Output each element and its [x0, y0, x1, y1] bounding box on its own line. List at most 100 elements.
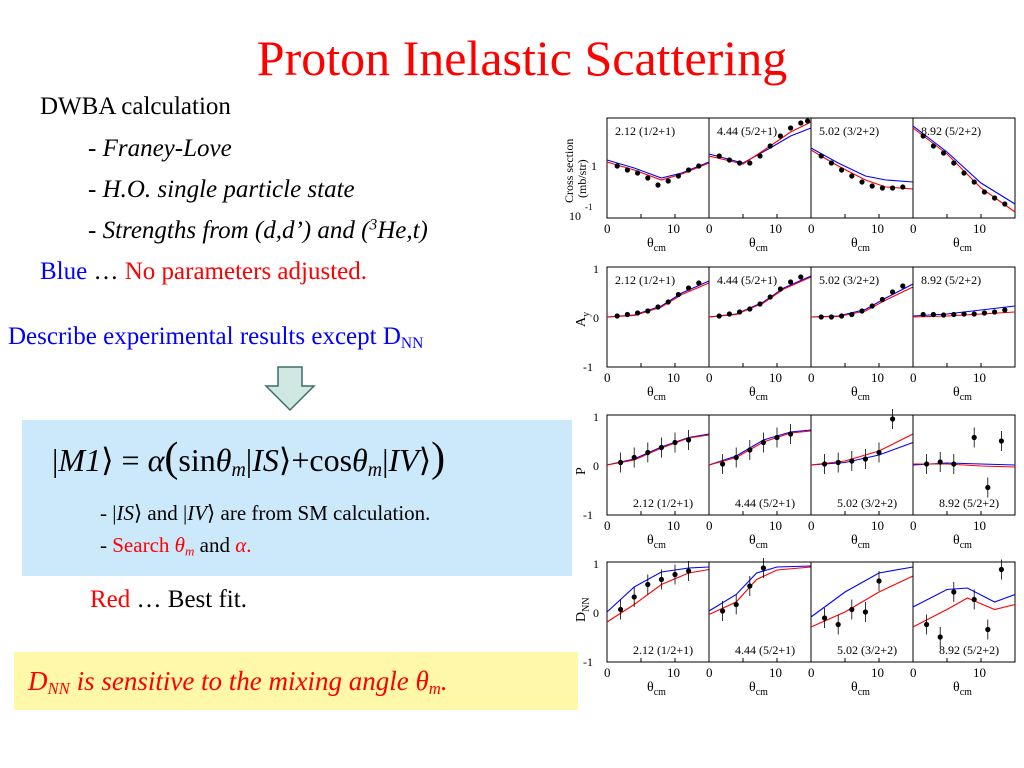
- data-point: [818, 153, 824, 159]
- x-tick-label-0: 0: [706, 665, 713, 680]
- red-curve: [708, 566, 812, 615]
- data-point: [655, 182, 661, 188]
- panel-label: 4.44 (5/2+1): [735, 643, 795, 657]
- y-tick-label: -1: [585, 202, 593, 212]
- data-point: [890, 289, 896, 295]
- x-axis-label: θcm: [953, 385, 972, 403]
- data-point: [985, 484, 991, 491]
- equation-note-2: - Search θm and α.: [100, 532, 251, 564]
- data-point: [696, 280, 702, 286]
- data-point: [951, 311, 957, 318]
- x-axis-label: θcm: [953, 680, 972, 698]
- x-tick-label-0: 0: [604, 665, 611, 680]
- data-point: [672, 571, 678, 578]
- data-point: [961, 311, 967, 317]
- paren-close: ): [431, 435, 446, 481]
- y-tick-label: 1: [593, 410, 599, 424]
- data-point: [862, 456, 868, 462]
- y-tick-label: 1: [593, 557, 599, 571]
- x-axis-label: θcm: [647, 236, 666, 254]
- data-point: [696, 163, 702, 169]
- panel-label: 4.44 (5/2+1): [717, 124, 777, 138]
- x-tick-label-10: 10: [973, 665, 986, 680]
- data-point: [998, 438, 1004, 444]
- data-point: [1002, 307, 1008, 313]
- red-rest: Best fit.: [167, 586, 247, 613]
- data-point: [818, 314, 824, 320]
- note2-theta: θ: [174, 533, 185, 557]
- data-point: [716, 313, 722, 319]
- eq-equals: =: [121, 442, 140, 478]
- data-point: [614, 163, 620, 169]
- data-point: [876, 449, 882, 456]
- data-point: [869, 303, 875, 309]
- ket-is-bar: |: [245, 442, 253, 478]
- x-tick-label-0: 0: [910, 221, 917, 236]
- data-point: [747, 306, 753, 312]
- y-axis-label: Ay: [574, 312, 592, 327]
- data-point: [798, 274, 804, 280]
- data-point: [985, 626, 991, 633]
- panel-label: 2.12 (1/2+1): [633, 643, 693, 657]
- bullet-ho-state: - H.O. single particle state: [88, 176, 355, 203]
- data-point: [971, 434, 977, 441]
- x-tick-label-10: 10: [973, 518, 986, 533]
- panel-label: 4.44 (5/2+1): [717, 273, 777, 287]
- y-tick-label: 1: [591, 159, 597, 173]
- data-point: [859, 179, 865, 185]
- y-tick-label: 0: [593, 311, 599, 325]
- panel-label: 5.02 (3/2+2): [837, 496, 897, 510]
- x-tick-label-10: 10: [871, 518, 884, 533]
- eq-cos: cos: [309, 442, 353, 478]
- x-axis-label: θcm: [851, 533, 870, 551]
- data-point: [737, 309, 743, 315]
- panel-label: 2.12 (1/2+1): [633, 496, 693, 510]
- data-point: [920, 133, 926, 139]
- note1-dash: -: [100, 501, 107, 525]
- panel-label: 8.92 (5/2+2): [921, 124, 981, 138]
- bullet-strengths: - Strengths from (d,d’) and (3He,t): [88, 216, 428, 246]
- ket-iv-close: ⟩: [418, 442, 432, 478]
- data-point: [675, 291, 681, 298]
- plot-grid: 2.12 (1/2+1) 0 10 θcm 4.44 (5/2+1) 0 10 θcm 5.02…: [555, 110, 1024, 710]
- note1-iv-bar: |: [183, 501, 188, 525]
- note2-search: Search: [112, 533, 170, 557]
- x-axis-label: θcm: [749, 680, 768, 698]
- data-point: [665, 299, 671, 305]
- blue-rest: No parameters adjusted.: [124, 258, 367, 285]
- y-axis-label: DNN: [574, 597, 592, 622]
- data-point: [971, 596, 977, 603]
- red-word: Red: [90, 586, 131, 613]
- x-axis-label: θcm: [749, 385, 768, 403]
- data-point: [747, 447, 753, 453]
- note1-iv: IV: [187, 501, 208, 525]
- data-point: [998, 566, 1004, 573]
- panel-frame: [912, 117, 1016, 219]
- data-point: [726, 157, 732, 163]
- data-point: [839, 313, 845, 319]
- data-point: [859, 308, 865, 314]
- data-point: [777, 286, 783, 292]
- data-point: [835, 621, 841, 628]
- blue-line: Blue … No parameters adjusted.: [40, 257, 367, 287]
- data-point: [828, 160, 834, 166]
- red-curve: [606, 282, 710, 318]
- x-tick-label-0: 0: [910, 370, 917, 385]
- data-point: [635, 170, 641, 176]
- x-tick-label-10: 10: [769, 665, 782, 680]
- panel-label: 8.92 (5/2+2): [939, 496, 999, 510]
- data-point: [631, 594, 637, 600]
- red-curve: [810, 575, 914, 628]
- data-point: [720, 608, 726, 614]
- x-tick-label-0: 0: [808, 370, 815, 385]
- data-point: [869, 183, 875, 189]
- data-point: [941, 150, 947, 156]
- blue-curve: [810, 566, 914, 618]
- blue-curve: [606, 566, 710, 613]
- red-curve: [606, 568, 710, 623]
- data-point: [937, 459, 943, 465]
- conclusion-m: m: [428, 679, 441, 699]
- x-tick-label-0: 0: [706, 370, 713, 385]
- data-point: [890, 416, 896, 422]
- data-point: [900, 184, 906, 190]
